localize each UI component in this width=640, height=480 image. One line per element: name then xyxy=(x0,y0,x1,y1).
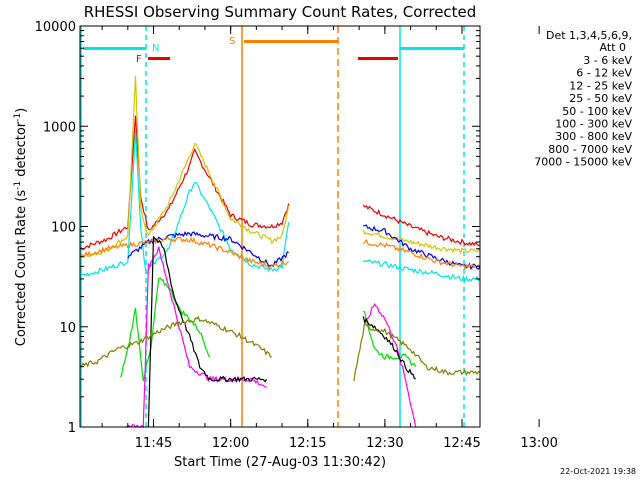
legend-entry-label: 300 - 800 keV xyxy=(555,130,632,143)
y-tick-label: 10 xyxy=(59,321,76,336)
flare-bar-2 xyxy=(358,57,398,60)
x-tick-label: 12:15 xyxy=(289,436,326,451)
series-line-7-seg-1 xyxy=(362,316,417,380)
legend-entry-label: 3 - 6 keV xyxy=(583,54,632,67)
y-axis-title: Corrected Count Rate (s-1 detector-1) xyxy=(13,108,29,346)
series-line-6-seg-0 xyxy=(125,246,267,429)
series-line-2-seg-1 xyxy=(362,259,481,283)
y-axis-title-sup2: -1 xyxy=(13,113,23,122)
y-axis-title-close: ) xyxy=(14,108,29,113)
legend-entry-label: 7000 - 15000 keV xyxy=(534,156,632,169)
series-line-3-seg-1 xyxy=(363,224,481,271)
marker-flare-label: F xyxy=(136,54,142,65)
saa-bar xyxy=(244,40,338,43)
series-line-7-seg-0 xyxy=(147,235,268,428)
x-tick-label: 11:45 xyxy=(135,436,172,451)
series-line-4-seg-1 xyxy=(362,238,481,271)
x-axis-title: Start Time (27-Aug-03 11:30:42) xyxy=(174,455,386,470)
series-line-8-seg-1 xyxy=(353,323,481,382)
series-line-4-seg-0 xyxy=(79,236,290,269)
legend-entry-label: 12 - 25 keV xyxy=(569,79,632,92)
series-line-0-seg-0 xyxy=(79,115,290,251)
x-tick-label: 12:00 xyxy=(212,436,249,451)
flare-bar-1 xyxy=(148,57,170,60)
x-tick-label: 12:30 xyxy=(366,436,403,451)
legend-entry-label: 6 - 12 keV xyxy=(576,67,632,80)
y-tick-label: 1000 xyxy=(43,120,76,135)
legend-entry-label: 100 - 300 keV xyxy=(555,118,632,131)
legend-entry-label: 50 - 100 keV xyxy=(562,105,632,118)
y-tick-label: 100 xyxy=(51,221,76,236)
legend-entry-label: 800 - 7000 keV xyxy=(548,143,632,156)
y-tick-label: 10000 xyxy=(35,20,76,35)
night-bar-2 xyxy=(400,47,464,50)
series-line-1-seg-1 xyxy=(362,229,481,255)
series-line-2-seg-0 xyxy=(79,130,290,279)
y-axis-title-tail: detector xyxy=(14,121,29,181)
plot-area: NF S xyxy=(79,26,481,429)
series-line-0-seg-1 xyxy=(362,204,481,247)
y-axis-title-main: Corrected Count Rate (s xyxy=(14,190,29,347)
legend-header-line-2: Att 0 xyxy=(600,41,626,54)
x-tick-label: 12:45 xyxy=(443,436,480,451)
chart-title: RHESSI Observing Summary Count Rates, Co… xyxy=(84,3,477,21)
axes: 1 10 100 1000 10000 11:45 12:00 12:15 12:30 12:45… xyxy=(35,20,558,451)
series-line-8-seg-0 xyxy=(79,315,272,368)
marker-night-label: N xyxy=(152,43,159,54)
series-line-5-seg-0 xyxy=(119,277,211,382)
x-tick-label: 13:00 xyxy=(520,436,557,451)
legend-header-line-1: Det 1,3,4,5,6,9, xyxy=(546,29,632,42)
night-bar-1 xyxy=(83,47,146,50)
y-axis-title-sup: -1 xyxy=(13,181,23,190)
series-line-5-seg-1 xyxy=(363,310,417,367)
legend-entry-label: 25 - 50 keV xyxy=(569,92,632,105)
marker-saa-label: S xyxy=(229,36,235,47)
y-tick-label: 1 xyxy=(68,421,76,436)
series-line-6-seg-1 xyxy=(363,303,417,428)
footer-date: 22-Oct-2021 19:38 xyxy=(560,467,636,476)
